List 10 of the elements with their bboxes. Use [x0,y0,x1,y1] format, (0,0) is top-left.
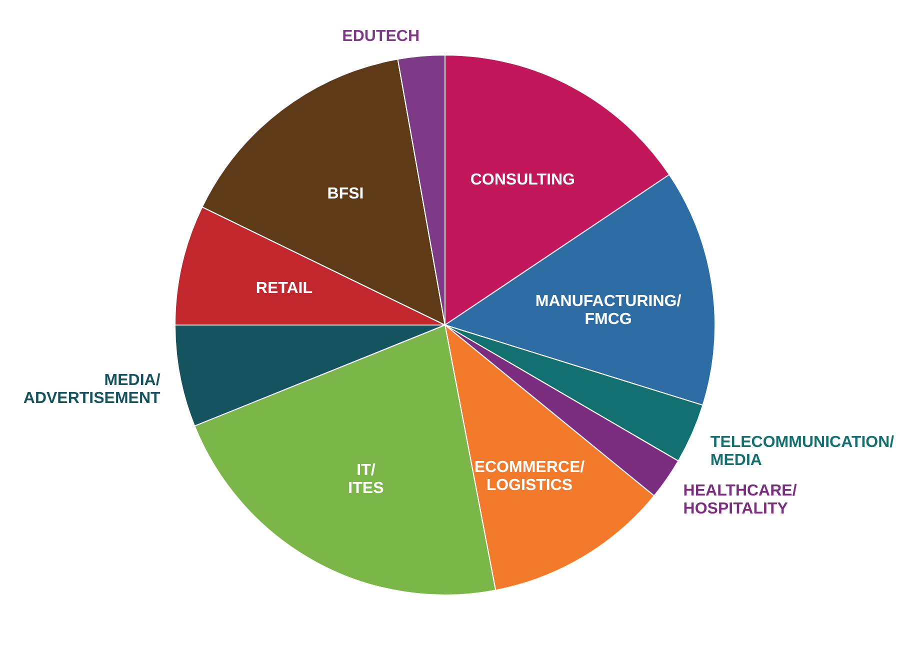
slice-label: EDUTECH [342,28,420,46]
slice-label: RETAIL [256,280,313,297]
slice-label: BFSI [327,185,364,202]
slice-label: HEALTHCARE/HOSPITALITY [683,482,798,518]
slice-label: MANUFACTURING/FMCG [535,293,682,328]
slice-label: CONSULTING [470,171,575,188]
slice-label: IT/ITES [348,462,384,497]
slice-label: ECOMMERCE/LOGISTICS [474,458,586,494]
slice-label: MEDIA/ADVERTISEMENT [23,372,161,408]
slice-label: TELECOMMUNICATION/MEDIA [710,434,895,469]
